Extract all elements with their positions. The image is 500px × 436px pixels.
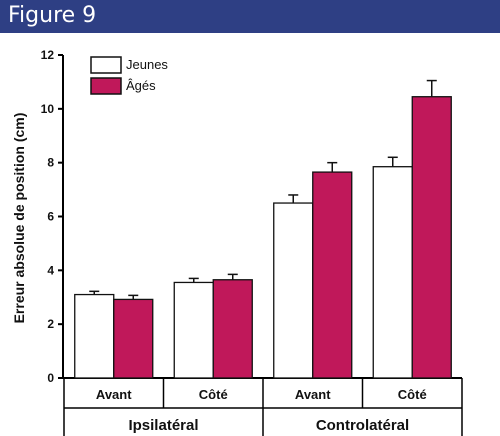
y-tick-label: 4 xyxy=(47,263,54,277)
y-tick-label: 2 xyxy=(47,317,54,331)
bar-jeunes xyxy=(372,166,413,379)
y-tick-label: 0 xyxy=(47,371,54,385)
bar-ages xyxy=(212,279,253,379)
x-category-label: Avant xyxy=(295,387,331,402)
y-tick-label: 8 xyxy=(47,156,54,170)
bar-ages xyxy=(312,171,353,379)
legend-label: Âgés xyxy=(126,78,156,93)
bar-jeunes xyxy=(173,281,214,379)
figure-header: Figure 9 xyxy=(0,0,500,33)
figure-title: Figure 9 xyxy=(8,3,97,28)
x-group-label: Ipsilatéral xyxy=(128,417,198,434)
legend-swatch-ages xyxy=(90,77,122,95)
error-bars xyxy=(89,79,437,300)
y-tick-label: 6 xyxy=(47,210,54,224)
x-group-label: Controlatéral xyxy=(316,417,409,434)
x-category-label: Avant xyxy=(96,387,132,402)
y-ticks: 0 2 4 6 8 10 12 xyxy=(41,48,63,385)
y-axis-label: Erreur absolue de position (cm) xyxy=(11,113,27,324)
y-tick-label: 10 xyxy=(41,102,55,116)
x-category-label: Côté xyxy=(398,387,427,402)
bar-jeunes xyxy=(273,202,314,379)
legend-swatch-jeunes xyxy=(90,56,122,74)
x-category-label: Côté xyxy=(199,387,228,402)
bar-ages xyxy=(113,298,154,379)
y-tick-label: 12 xyxy=(41,48,55,62)
bar-jeunes xyxy=(74,293,115,379)
bar-ages xyxy=(411,96,452,379)
legend-label: Jeunes xyxy=(126,57,168,72)
legend: Jeunes Âgés xyxy=(90,56,168,95)
bars xyxy=(74,96,452,379)
